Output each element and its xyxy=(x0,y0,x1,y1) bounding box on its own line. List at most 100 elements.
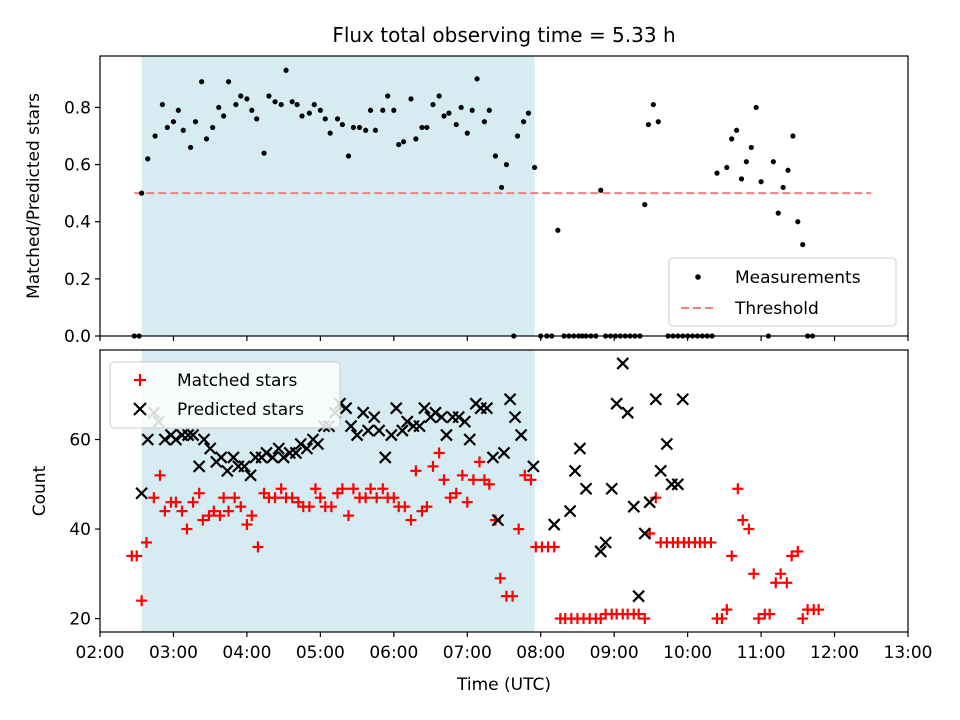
x-tick-label: 02:00 xyxy=(76,643,125,663)
y-tick-label: 0.8 xyxy=(64,98,91,118)
matched-star-point xyxy=(246,510,258,522)
measurement-point xyxy=(413,136,419,142)
predicted-star-point xyxy=(599,536,612,549)
matched-star-point xyxy=(467,474,479,486)
matched-star-point xyxy=(764,608,776,620)
measurement-point xyxy=(401,139,407,145)
predicted-star-point xyxy=(227,451,240,464)
measurement-point xyxy=(180,127,186,133)
top-legend: Measurements Threshold xyxy=(668,257,897,327)
matched-star-point xyxy=(181,523,193,535)
predicted-star-point xyxy=(135,486,148,500)
matched-star-point xyxy=(716,613,728,625)
x-tick-label: 04:00 xyxy=(222,643,271,663)
measurement-point xyxy=(598,187,604,193)
matched-star-point xyxy=(148,492,160,504)
matched-star-point xyxy=(494,572,506,584)
predicted-star-point xyxy=(181,428,195,442)
predicted-star-point xyxy=(440,428,453,442)
measurement-point xyxy=(474,76,480,82)
measurement-point xyxy=(294,101,300,108)
predicted-star-point xyxy=(350,428,364,442)
matched-star-point xyxy=(726,550,738,562)
predicted-star-point xyxy=(452,410,465,424)
x-tick-label: 13:00 xyxy=(884,643,933,663)
measurement-point xyxy=(714,170,720,176)
predicted-star-point xyxy=(486,451,500,464)
matched-star-point xyxy=(218,492,230,504)
measurement-point xyxy=(481,119,488,125)
top-y-ticks: 0.0 0.2 0.4 0.6 0.8 xyxy=(64,98,100,347)
x-tick-label: 03:00 xyxy=(149,643,198,663)
measurement-point xyxy=(800,241,806,248)
x-tick-label: 10:00 xyxy=(663,643,712,663)
y-tick-label: 20 xyxy=(69,610,91,630)
predicted-star-point xyxy=(141,433,155,446)
predicted-star-point xyxy=(238,460,251,473)
x-tick-label: 08:00 xyxy=(516,643,565,663)
matched-star-point xyxy=(241,519,253,531)
matched-star-point xyxy=(743,523,755,535)
measurement-point xyxy=(266,93,272,99)
measurement-point xyxy=(216,104,222,111)
bottom-x-ticks: 02:00 03:00 04:00 05:00 06:00 07:00 08:00 09:00… xyxy=(76,632,933,663)
measurement-point xyxy=(254,116,260,122)
measurement-point xyxy=(453,121,459,128)
measurement-point xyxy=(753,104,759,111)
y-tick-label: 0.4 xyxy=(64,213,91,233)
measurement-point xyxy=(187,144,194,151)
matched-star-point xyxy=(792,545,804,557)
matched-star-point xyxy=(365,483,377,495)
measurement-point xyxy=(210,124,216,131)
predicted-star-point xyxy=(435,410,448,424)
x-tick-label: 12:00 xyxy=(810,643,859,663)
predicted-legend-marker xyxy=(133,402,147,416)
predicted-star-point xyxy=(385,428,398,442)
measurement-point xyxy=(520,119,527,125)
matched-star-point xyxy=(507,590,519,602)
matched-star-point xyxy=(410,465,422,477)
matched-star-point xyxy=(269,492,281,504)
predicted-star-point xyxy=(671,478,685,491)
matched-star-point xyxy=(813,604,825,616)
matched-star-point xyxy=(519,469,531,481)
matched-star-point xyxy=(781,577,793,589)
predicted-star-point xyxy=(649,392,663,406)
top-panel: 0.00.20.40.60.8 Matched/Predicted stars … xyxy=(24,55,909,347)
matched-star-point xyxy=(525,474,537,486)
predicted-star-point xyxy=(514,428,528,442)
predicted-star-point xyxy=(568,464,582,478)
matched-star-point xyxy=(456,469,468,481)
bottom-axes-frame xyxy=(99,349,909,633)
matched-star-point xyxy=(131,550,143,562)
measurement-point xyxy=(289,99,295,105)
matched-star-point xyxy=(650,492,662,504)
measurement-point xyxy=(458,104,464,111)
measurement-point xyxy=(775,210,781,216)
predicted-star-point xyxy=(480,401,494,415)
predicted-star-point xyxy=(203,442,217,455)
measurement-point xyxy=(339,121,345,128)
measurement-point xyxy=(225,79,232,85)
measurement-point xyxy=(317,107,323,113)
predicted-star-point xyxy=(463,433,476,446)
measurement-point xyxy=(469,107,475,113)
predicted-star-point xyxy=(632,589,645,603)
matched-star-point xyxy=(208,505,220,517)
measurement-point xyxy=(145,156,151,162)
matched-star-point xyxy=(193,487,205,499)
measurement-point xyxy=(724,164,730,171)
predicted-star-point xyxy=(547,518,561,531)
measurement-point xyxy=(139,190,145,196)
matched-star-point xyxy=(303,501,315,513)
measurement-point xyxy=(514,133,521,139)
measurement-point xyxy=(322,116,328,122)
x-tick-label: 11:00 xyxy=(737,643,786,663)
measurement-point xyxy=(441,113,447,119)
matched-star-point xyxy=(444,492,456,504)
matched-star-point xyxy=(343,510,355,522)
matched-star-point xyxy=(513,523,525,535)
predicted-star-point xyxy=(508,410,522,424)
predicted-star-point xyxy=(277,451,290,464)
